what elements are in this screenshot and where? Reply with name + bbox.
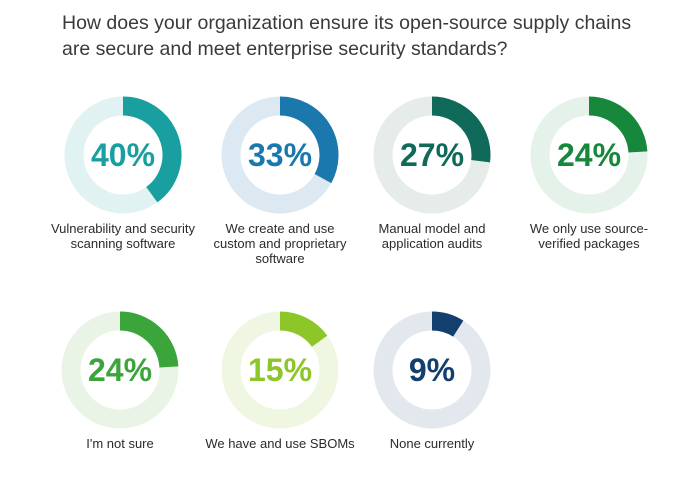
donut-svg: 27% [373, 96, 491, 214]
donut-svg: 40% [64, 96, 182, 214]
donut-chart: 9% [357, 306, 507, 436]
chart-title: How does your organization ensure its op… [62, 12, 632, 60]
donut-arc [279, 311, 328, 348]
donut-label: Manual model and application audits [378, 221, 486, 251]
donut-chart: 15% [205, 306, 355, 436]
donut-svg: 9% [373, 311, 491, 429]
donut-label: We only use source-verified packages [529, 221, 649, 251]
donut-svg: 15% [221, 311, 339, 429]
donut-value-label: 15% [248, 352, 312, 388]
donut-value-label: 27% [400, 137, 464, 173]
donut-chart: 27% [357, 91, 507, 221]
donut-value-label: 9% [409, 352, 455, 388]
donut-value-label: 24% [557, 137, 621, 173]
donut-svg: 24% [61, 311, 179, 429]
donut-arc [431, 96, 491, 163]
donut-value-label: 40% [91, 137, 155, 173]
donut-label: We have and use SBOMs [205, 436, 355, 451]
donut-chart: 24% [514, 91, 664, 221]
donut-arc [431, 311, 464, 337]
donut-label: I'm not sure [86, 436, 154, 451]
donut-arc [279, 96, 339, 184]
donut-arc [588, 96, 648, 153]
donut-label: Vulnerability and security scanning soft… [50, 221, 196, 251]
donut-chart: 40% [48, 91, 198, 221]
donut-svg: 33% [221, 96, 339, 214]
donut-value-label: 33% [248, 137, 312, 173]
donut-value-label: 24% [88, 352, 152, 388]
donut-svg: 24% [530, 96, 648, 214]
donut-arc [122, 96, 182, 203]
donut-label: None currently [389, 436, 475, 451]
donut-chart: 24% [45, 306, 195, 436]
donut-arc [119, 311, 179, 368]
donut-label: We create and use custom and proprietary… [213, 221, 347, 266]
donut-chart: 33% [205, 91, 355, 221]
